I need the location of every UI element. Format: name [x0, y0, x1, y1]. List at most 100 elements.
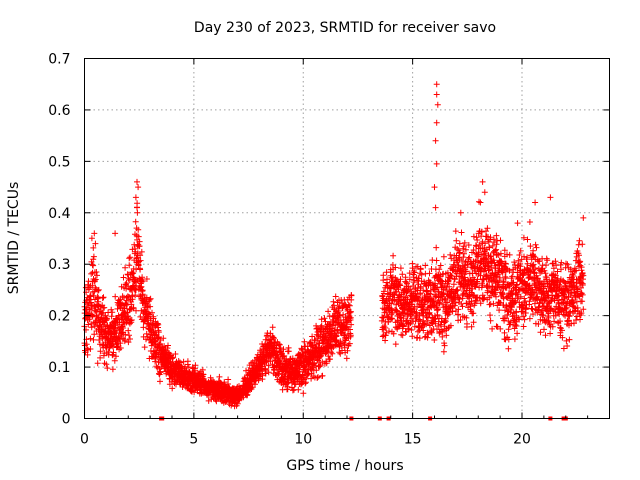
data-point — [137, 257, 144, 264]
data-point — [95, 286, 102, 293]
data-point — [337, 350, 344, 357]
data-point — [447, 251, 454, 258]
data-point — [397, 282, 404, 289]
data-point — [157, 378, 163, 385]
data-point — [138, 283, 145, 290]
data-point — [99, 295, 106, 301]
data-point — [295, 386, 302, 393]
data-point — [88, 235, 95, 242]
data-point — [332, 293, 339, 300]
data-point — [149, 309, 155, 316]
data-point — [97, 354, 104, 361]
y-tick-label: 0.3 — [48, 257, 70, 273]
data-point — [132, 218, 139, 225]
data-point — [270, 334, 277, 341]
data-point — [331, 302, 337, 309]
data-point — [487, 312, 493, 319]
chart-title: Day 230 of 2023, SRMTID for receiver sav… — [194, 20, 496, 36]
data-point — [127, 254, 134, 261]
data-point — [397, 276, 404, 283]
data-point — [213, 398, 220, 405]
data-point — [127, 336, 133, 342]
data-point — [403, 329, 410, 335]
data-point — [346, 340, 353, 347]
data-point — [90, 336, 97, 343]
data-point — [104, 365, 111, 372]
data-point — [126, 332, 132, 339]
data-point — [517, 247, 524, 254]
data-point — [433, 284, 439, 291]
data-point — [457, 209, 464, 216]
data-point — [408, 327, 415, 333]
data-point — [506, 251, 513, 258]
data-point — [454, 259, 461, 266]
x-tick-label: 5 — [189, 432, 198, 448]
x-tick-label: 15 — [404, 432, 422, 448]
data-point — [265, 369, 272, 376]
data-point — [170, 354, 177, 361]
data-point — [459, 295, 466, 302]
data-point — [418, 271, 425, 278]
data-point — [440, 348, 447, 355]
data-point — [440, 253, 447, 260]
data-point — [141, 344, 148, 351]
data-point — [411, 323, 418, 330]
data-point — [347, 308, 354, 315]
x-axis-label: GPS time / hours — [286, 458, 403, 474]
data-point — [532, 199, 539, 206]
data-point — [452, 228, 459, 235]
data-point — [343, 355, 350, 362]
data-point — [432, 320, 439, 327]
data-point — [433, 119, 440, 126]
data-points — [81, 81, 587, 421]
data-point — [432, 204, 439, 211]
data-point — [406, 270, 413, 277]
data-point — [439, 333, 446, 340]
data-point — [97, 348, 104, 355]
data-point — [415, 295, 422, 302]
data-point — [302, 379, 309, 386]
data-point — [511, 336, 518, 343]
y-tick-label: 0.5 — [48, 154, 70, 170]
data-point — [94, 295, 101, 302]
data-point — [476, 198, 482, 205]
data-point — [579, 298, 586, 305]
data-point — [409, 333, 416, 340]
data-point — [543, 262, 549, 269]
data-point — [92, 284, 99, 291]
data-point — [129, 296, 136, 303]
data-point — [85, 321, 92, 328]
data-point — [140, 324, 147, 331]
data-point — [433, 81, 440, 88]
data-point — [447, 322, 454, 329]
data-point — [532, 241, 539, 248]
data-point — [87, 346, 94, 352]
y-tick-labels: 0 0.1 0.2 0.3 0.4 0.5 0.6 0.7 — [48, 52, 70, 428]
data-point — [91, 331, 98, 338]
data-point — [521, 316, 528, 323]
data-point — [184, 358, 191, 365]
data-point — [431, 337, 438, 343]
data-point — [434, 306, 441, 312]
data-point — [101, 304, 108, 311]
data-point — [579, 241, 586, 248]
data-point — [388, 305, 395, 312]
data-point — [125, 313, 132, 320]
data-point — [392, 341, 399, 348]
data-point — [456, 296, 463, 303]
data-point — [129, 270, 135, 277]
data-point — [137, 252, 144, 259]
data-point — [348, 321, 355, 328]
data-point — [107, 343, 114, 350]
data-point — [382, 332, 389, 339]
data-point — [457, 317, 464, 323]
data-point — [408, 305, 415, 312]
data-point — [92, 276, 99, 283]
data-point — [399, 332, 406, 339]
data-point — [95, 298, 102, 305]
data-point — [423, 321, 430, 328]
data-point — [428, 329, 435, 336]
data-point — [143, 330, 150, 337]
data-point — [326, 321, 333, 328]
data-point — [346, 302, 353, 309]
